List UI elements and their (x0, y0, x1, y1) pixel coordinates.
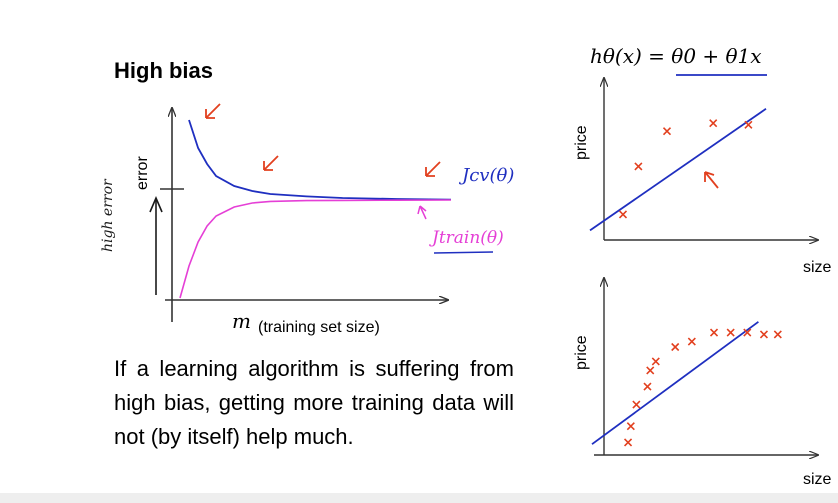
bottom-points (623, 328, 782, 447)
conclusion-paragraph: If a learning algorithm is suffering fro… (114, 356, 514, 449)
data-point (687, 337, 696, 346)
data-point (744, 120, 753, 129)
data-point (709, 119, 718, 128)
data-point (646, 366, 655, 375)
data-point (743, 328, 752, 337)
bottom-x-label: size (803, 471, 832, 488)
lc-train-underline (433, 251, 494, 254)
data-point (643, 382, 652, 391)
lc-red-arrow (263, 155, 279, 171)
data-point (626, 422, 635, 431)
lc-magenta-arrow (417, 205, 427, 220)
top-y-label: price (573, 125, 590, 160)
data-point (632, 400, 641, 409)
data-point (759, 330, 769, 339)
lc-x-label-rest: (training set size) (258, 319, 380, 336)
data-point (726, 328, 735, 337)
data-point (651, 357, 660, 366)
data-point (671, 342, 680, 352)
data-point (662, 127, 672, 136)
data-point (773, 330, 782, 339)
lc-series-train (179, 199, 452, 299)
lc-x-label-var: m (232, 309, 251, 333)
hypothesis-equation: hθ(x) = θ0 + θ1x (590, 44, 762, 68)
lc-side-arrow-head (149, 195, 163, 213)
bottom-bar (0, 493, 838, 503)
data-point (709, 328, 719, 337)
lc-cv-label: Jcv(θ) (458, 165, 514, 186)
data-point (634, 162, 643, 171)
bottom-y-label: price (573, 335, 590, 370)
lc-side-handwritten: high error (100, 178, 116, 252)
top-x-label: size (803, 259, 832, 276)
data-point (618, 210, 628, 219)
top-red-arrow (704, 171, 719, 189)
bottom-fit-line (591, 321, 759, 445)
lc-y-label: error (134, 156, 151, 190)
lc-red-arrow (205, 103, 221, 119)
lc-series-cv (188, 119, 452, 201)
top-points (618, 119, 753, 219)
data-point (623, 438, 633, 447)
slide-title: High bias (114, 58, 214, 83)
lc-train-label: Jtrain(θ) (429, 228, 504, 248)
lc-red-arrow (425, 161, 441, 177)
top-fit-line (589, 108, 767, 232)
